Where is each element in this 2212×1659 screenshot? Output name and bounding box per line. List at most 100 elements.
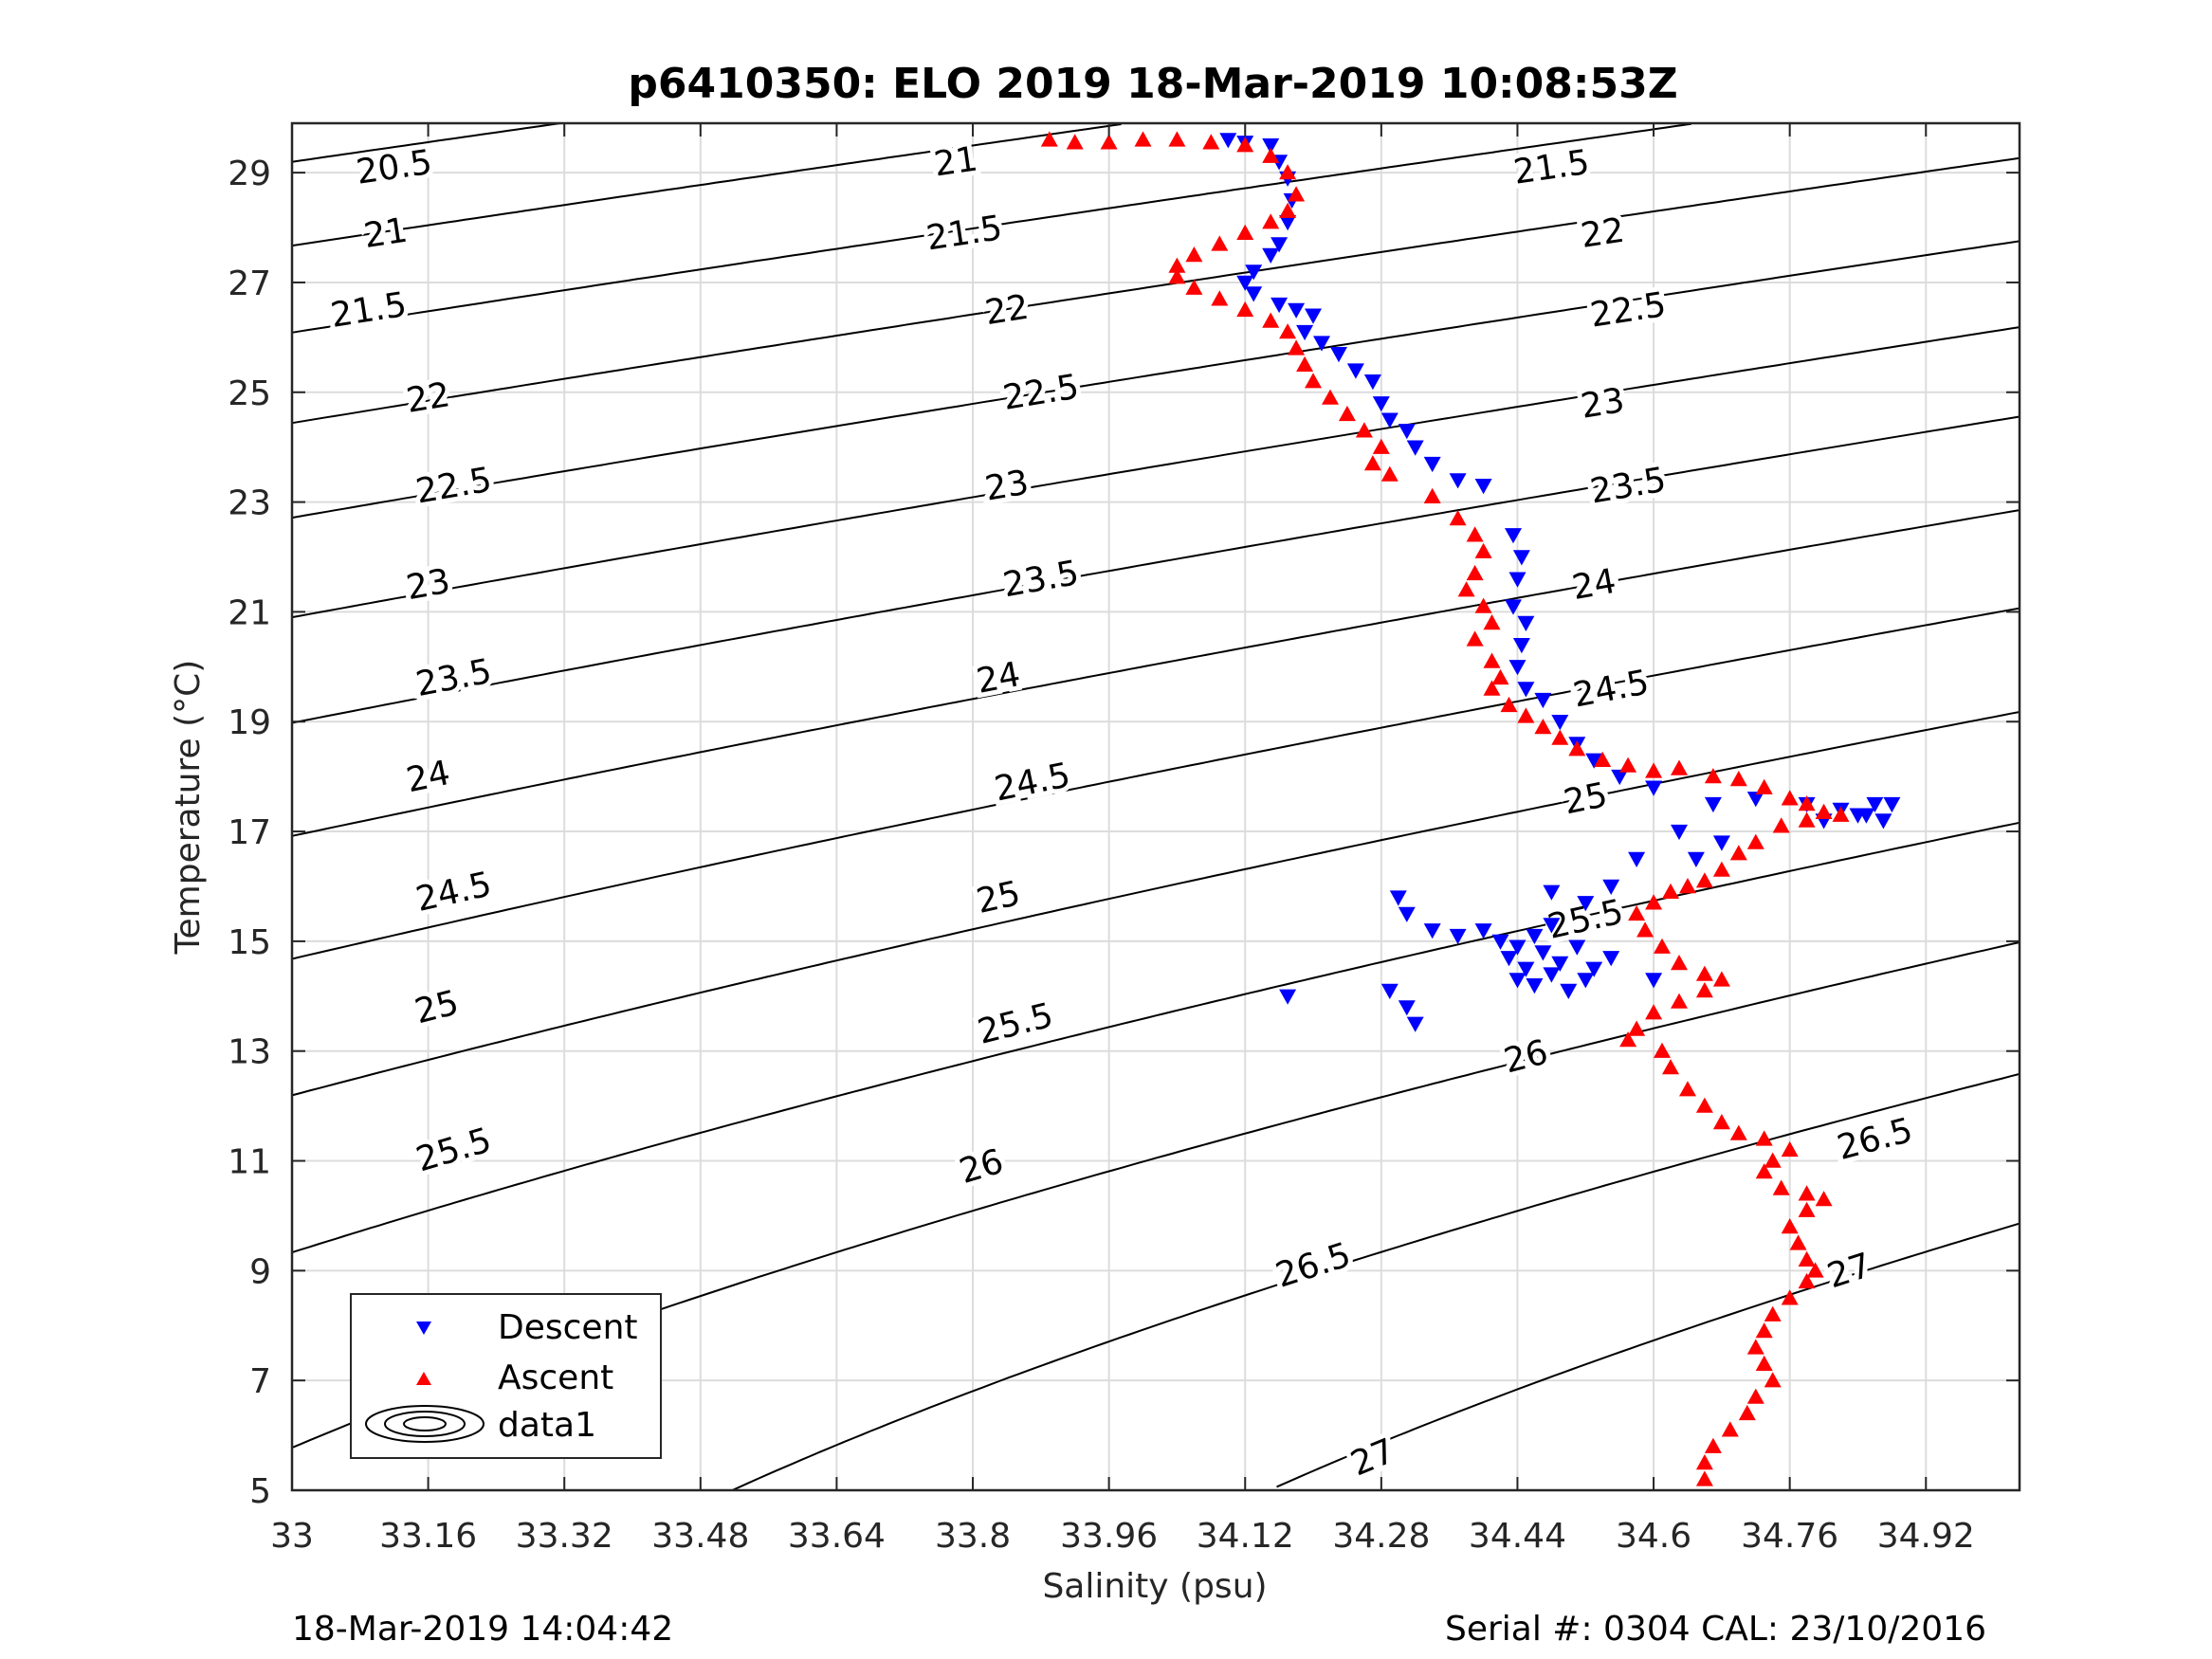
descent-point [1380,983,1398,999]
descent-point [1474,923,1492,939]
ascent-point [1363,455,1381,471]
descent-point [1305,308,1322,324]
ascent-point [1746,833,1764,849]
descent-point [1512,550,1530,566]
descent-point [1398,424,1416,440]
y-tick-label: 19 [228,703,271,742]
descent-point [1380,412,1398,428]
plot-frame [290,121,2021,1492]
descent-point [1517,682,1535,698]
ascent-point [1491,668,1509,685]
ascent-point [1695,982,1713,998]
descent-point [1508,973,1526,989]
ascent-point [1781,790,1799,806]
ascent-point [1695,872,1713,888]
descent-point [1271,237,1289,253]
descent-point [1346,363,1364,379]
ascent-series [1040,131,1850,1486]
ascent-point [1729,771,1747,787]
descent-point [1330,347,1347,363]
footer-serial-calibration: Serial #: 0304 CAL: 23/10/2016 [1445,1610,1986,1649]
y-tick-label: 7 [249,1362,271,1401]
descent-point [1449,473,1467,489]
contour-label: 23 [1578,381,1627,427]
descent-point [1288,302,1306,319]
ascent-point [1236,224,1254,240]
ascent-point [1211,290,1229,306]
x-tick-label: 34.92 [1877,1517,1975,1556]
ascent-point [1671,993,1688,1009]
density-contour [291,122,560,163]
descent-point [1543,967,1561,983]
descent-point [1534,692,1552,709]
x-tick-label: 34.6 [1616,1517,1691,1556]
descent-point [1262,247,1280,264]
descent-point [1296,324,1314,341]
ascent-point [1645,762,1663,778]
y-tick-label: 13 [228,1033,271,1072]
ascent-point [1202,134,1220,150]
y-tick-label: 21 [228,593,271,632]
descent-point [1363,374,1381,391]
ascent-point [1262,213,1280,229]
ascent-point [1168,257,1186,273]
density-contour [291,156,2020,425]
ascent-point [1704,768,1722,784]
ascent-point [1755,778,1773,794]
ascent-point [1798,1272,1816,1289]
ascent-point [1729,845,1747,861]
y-tick-label: 5 [249,1472,271,1511]
ascent-point [1695,1097,1713,1113]
ascent-point [1671,955,1688,971]
legend-descent-marker [416,1322,431,1335]
ascent-point [1662,883,1679,899]
descent-point [1245,286,1263,302]
descent-point [1704,796,1722,813]
density-contour [291,122,1691,334]
x-axis-label: Salinity (psu) [1042,1567,1267,1606]
ascent-point [1662,1059,1679,1075]
y-tick-label: 9 [249,1252,271,1291]
descent-point [1628,851,1646,867]
descent-point [1526,978,1544,994]
contour-label: 23 [404,562,453,608]
contour-label: 22 [1579,211,1627,256]
x-tick-label: 34.76 [1741,1517,1838,1556]
ascent-point [1474,597,1492,613]
descent-point [1577,973,1595,989]
x-tick-label: 33.8 [935,1517,1011,1556]
ascent-point [1704,1437,1722,1453]
descent-point [1372,396,1390,412]
y-tick-label: 29 [228,155,271,193]
ascent-point [1619,757,1637,773]
ascent-point [1040,131,1058,147]
ascent-point [1798,1201,1816,1217]
footer-timestamp: 18-Mar-2019 14:04:42 [292,1610,673,1649]
ascent-point [1645,894,1663,910]
descent-point [1517,615,1535,631]
ascent-point [1517,707,1535,723]
descent-point [1279,989,1297,1005]
ascent-point [1279,323,1297,339]
ascent-point [1534,719,1552,735]
descent-point [1423,456,1441,473]
x-tick-label: 34.44 [1469,1517,1566,1556]
legend-descent-label: Descent [498,1308,638,1347]
ascent-point [1654,1042,1671,1058]
descent-point [1543,918,1561,934]
y-tick-label: 23 [228,484,271,523]
descent-point [1505,599,1522,615]
density-contour [291,240,2020,520]
ascent-point [1636,921,1654,938]
descent-point [1543,884,1561,901]
x-axis-ticks: 33 33.16 33.32 33.48 33.64 33.8 33.96 34.12 34.2… [270,123,1975,1556]
x-tick-label: 34.28 [1332,1517,1430,1556]
ascent-point [1134,131,1152,147]
ascent-point [1781,1289,1799,1305]
contour-label: 21 [361,211,410,256]
x-tick-label: 33.48 [651,1517,749,1556]
ascent-point [1746,1388,1764,1404]
descent-point [1512,638,1530,654]
descent-point [1406,1016,1424,1032]
ascent-point [1568,740,1586,757]
